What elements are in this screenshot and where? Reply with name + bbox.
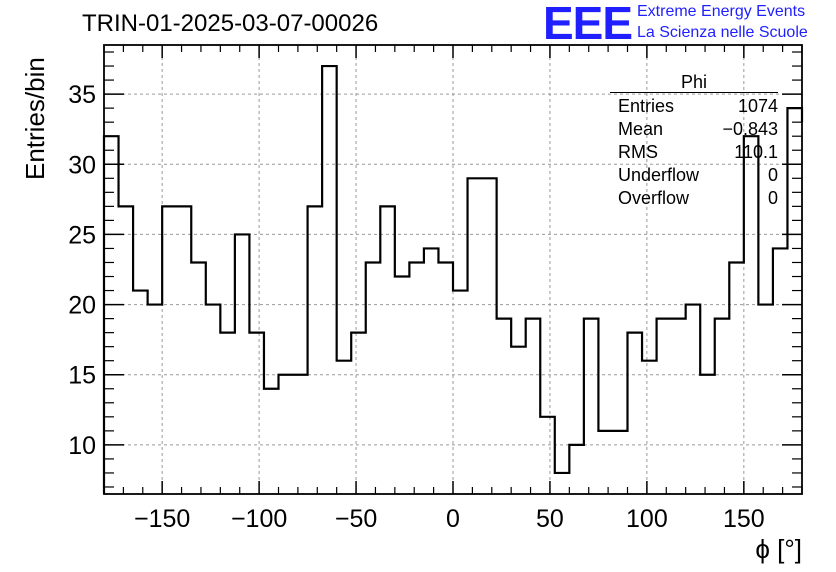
stats-label: Entries (618, 96, 675, 116)
x-tick-label: −150 (134, 505, 190, 533)
stats-row-underflow: Underflow 0 (610, 164, 778, 187)
stats-label: RMS (618, 142, 658, 162)
x-tick-label: 100 (626, 505, 668, 533)
stats-value: −0.843 (722, 119, 778, 139)
stats-label: Underflow (618, 165, 700, 185)
stats-row-rms: RMS 110.1 (610, 141, 778, 164)
x-tick-label: 150 (723, 505, 765, 533)
stats-row-mean: Mean −0.843 (610, 118, 778, 141)
stats-value: 110.1 (734, 142, 778, 162)
y-tick-label: 20 (68, 292, 96, 320)
histogram-series (102, 64, 804, 494)
eee-tagline-1: Extreme Energy Events (637, 3, 806, 20)
stats-box-title: Phi (680, 72, 707, 92)
stats-label: Mean (618, 119, 664, 139)
y-tick-label: 10 (68, 432, 96, 460)
eee-logo: EEE (543, 0, 633, 49)
y-tick-label: 30 (68, 151, 96, 179)
eee-tagline-2: La Scienza nelle Scuole (637, 24, 808, 41)
stats-box-divider (610, 92, 778, 93)
y-tick-label: 25 (68, 221, 96, 249)
stats-row-entries: Entries 1074 (610, 95, 778, 118)
x-tick-label: 0 (446, 505, 460, 533)
stats-value: 1074 (737, 96, 778, 116)
stats-value: 0 (767, 188, 778, 208)
stats-value: 0 (767, 165, 778, 185)
x-axis-label: ϕ [°] (755, 534, 802, 564)
chart-title: TRIN-01-2025-03-07-00026 (82, 10, 379, 37)
y-tick-label: 35 (68, 81, 96, 109)
axis-ticks (103, 45, 803, 494)
x-tick-label: 50 (536, 505, 564, 533)
x-tick-label: −50 (335, 505, 377, 533)
stats-label: Overflow (618, 188, 690, 208)
y-axis-label: Entries/bin (20, 57, 50, 180)
x-tick-labels: −150 −100 −50 0 50 100 150 (134, 505, 765, 533)
stats-row-overflow: Overflow 0 (610, 187, 778, 210)
stats-box: Phi Entries 1074 Mean −0.843 RMS 110.1 U… (610, 72, 778, 210)
y-tick-labels: 10 15 20 25 30 35 (68, 81, 96, 460)
x-tick-label: −100 (231, 505, 287, 533)
y-tick-label: 15 (68, 362, 96, 390)
